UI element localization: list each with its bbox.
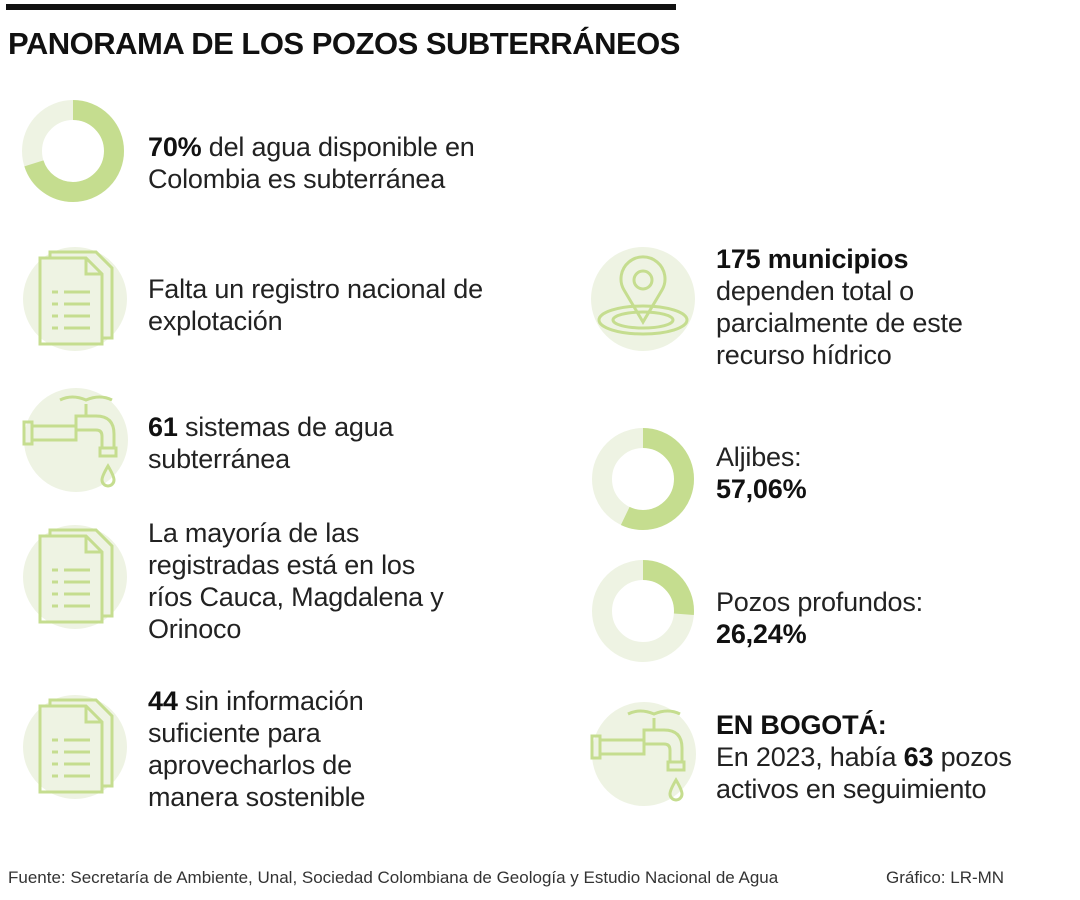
water-faucet-icon: [22, 388, 128, 492]
donut-fill: [592, 560, 694, 662]
item-text: 44 sin información suficiente para aprov…: [148, 686, 366, 812]
graphic-credit: Gráfico: LR-MN: [886, 868, 1005, 887]
item-text: Aljibes: 57,06%: [716, 442, 807, 504]
donut-chart-icon: [592, 560, 694, 662]
item-text: 70% del agua disponible en Colombia es s…: [148, 132, 475, 194]
location-pin-icon: [591, 247, 695, 351]
donut-chart-icon: [22, 100, 124, 202]
item-text: 175 municipios dependen total o parcialm…: [716, 244, 963, 370]
source-note: Fuente: Secretaría de Ambiente, Unal, So…: [8, 868, 779, 887]
item-text: 61 sistemas de agua subterránea: [148, 412, 394, 474]
document-icon: [23, 695, 127, 799]
donut-chart-icon: [592, 428, 694, 530]
water-faucet-icon: [590, 702, 696, 806]
document-icon: [23, 525, 127, 629]
document-icon: [23, 247, 127, 351]
page-title: PANORAMA DE LOS POZOS SUBTERRÁNEOS: [8, 26, 680, 61]
item-text: EN BOGOTÁ: En 2023, había 63 pozos activ…: [716, 710, 1012, 804]
item-text: La mayoría de las registradas está en lo…: [148, 518, 444, 644]
item-text: Pozos profundos: 26,24%: [716, 587, 923, 649]
donut-fill: [592, 428, 694, 530]
item-text: Falta un registro nacional de explotació…: [148, 274, 483, 336]
top-rule: [6, 4, 676, 10]
donut-fill: [22, 100, 124, 202]
